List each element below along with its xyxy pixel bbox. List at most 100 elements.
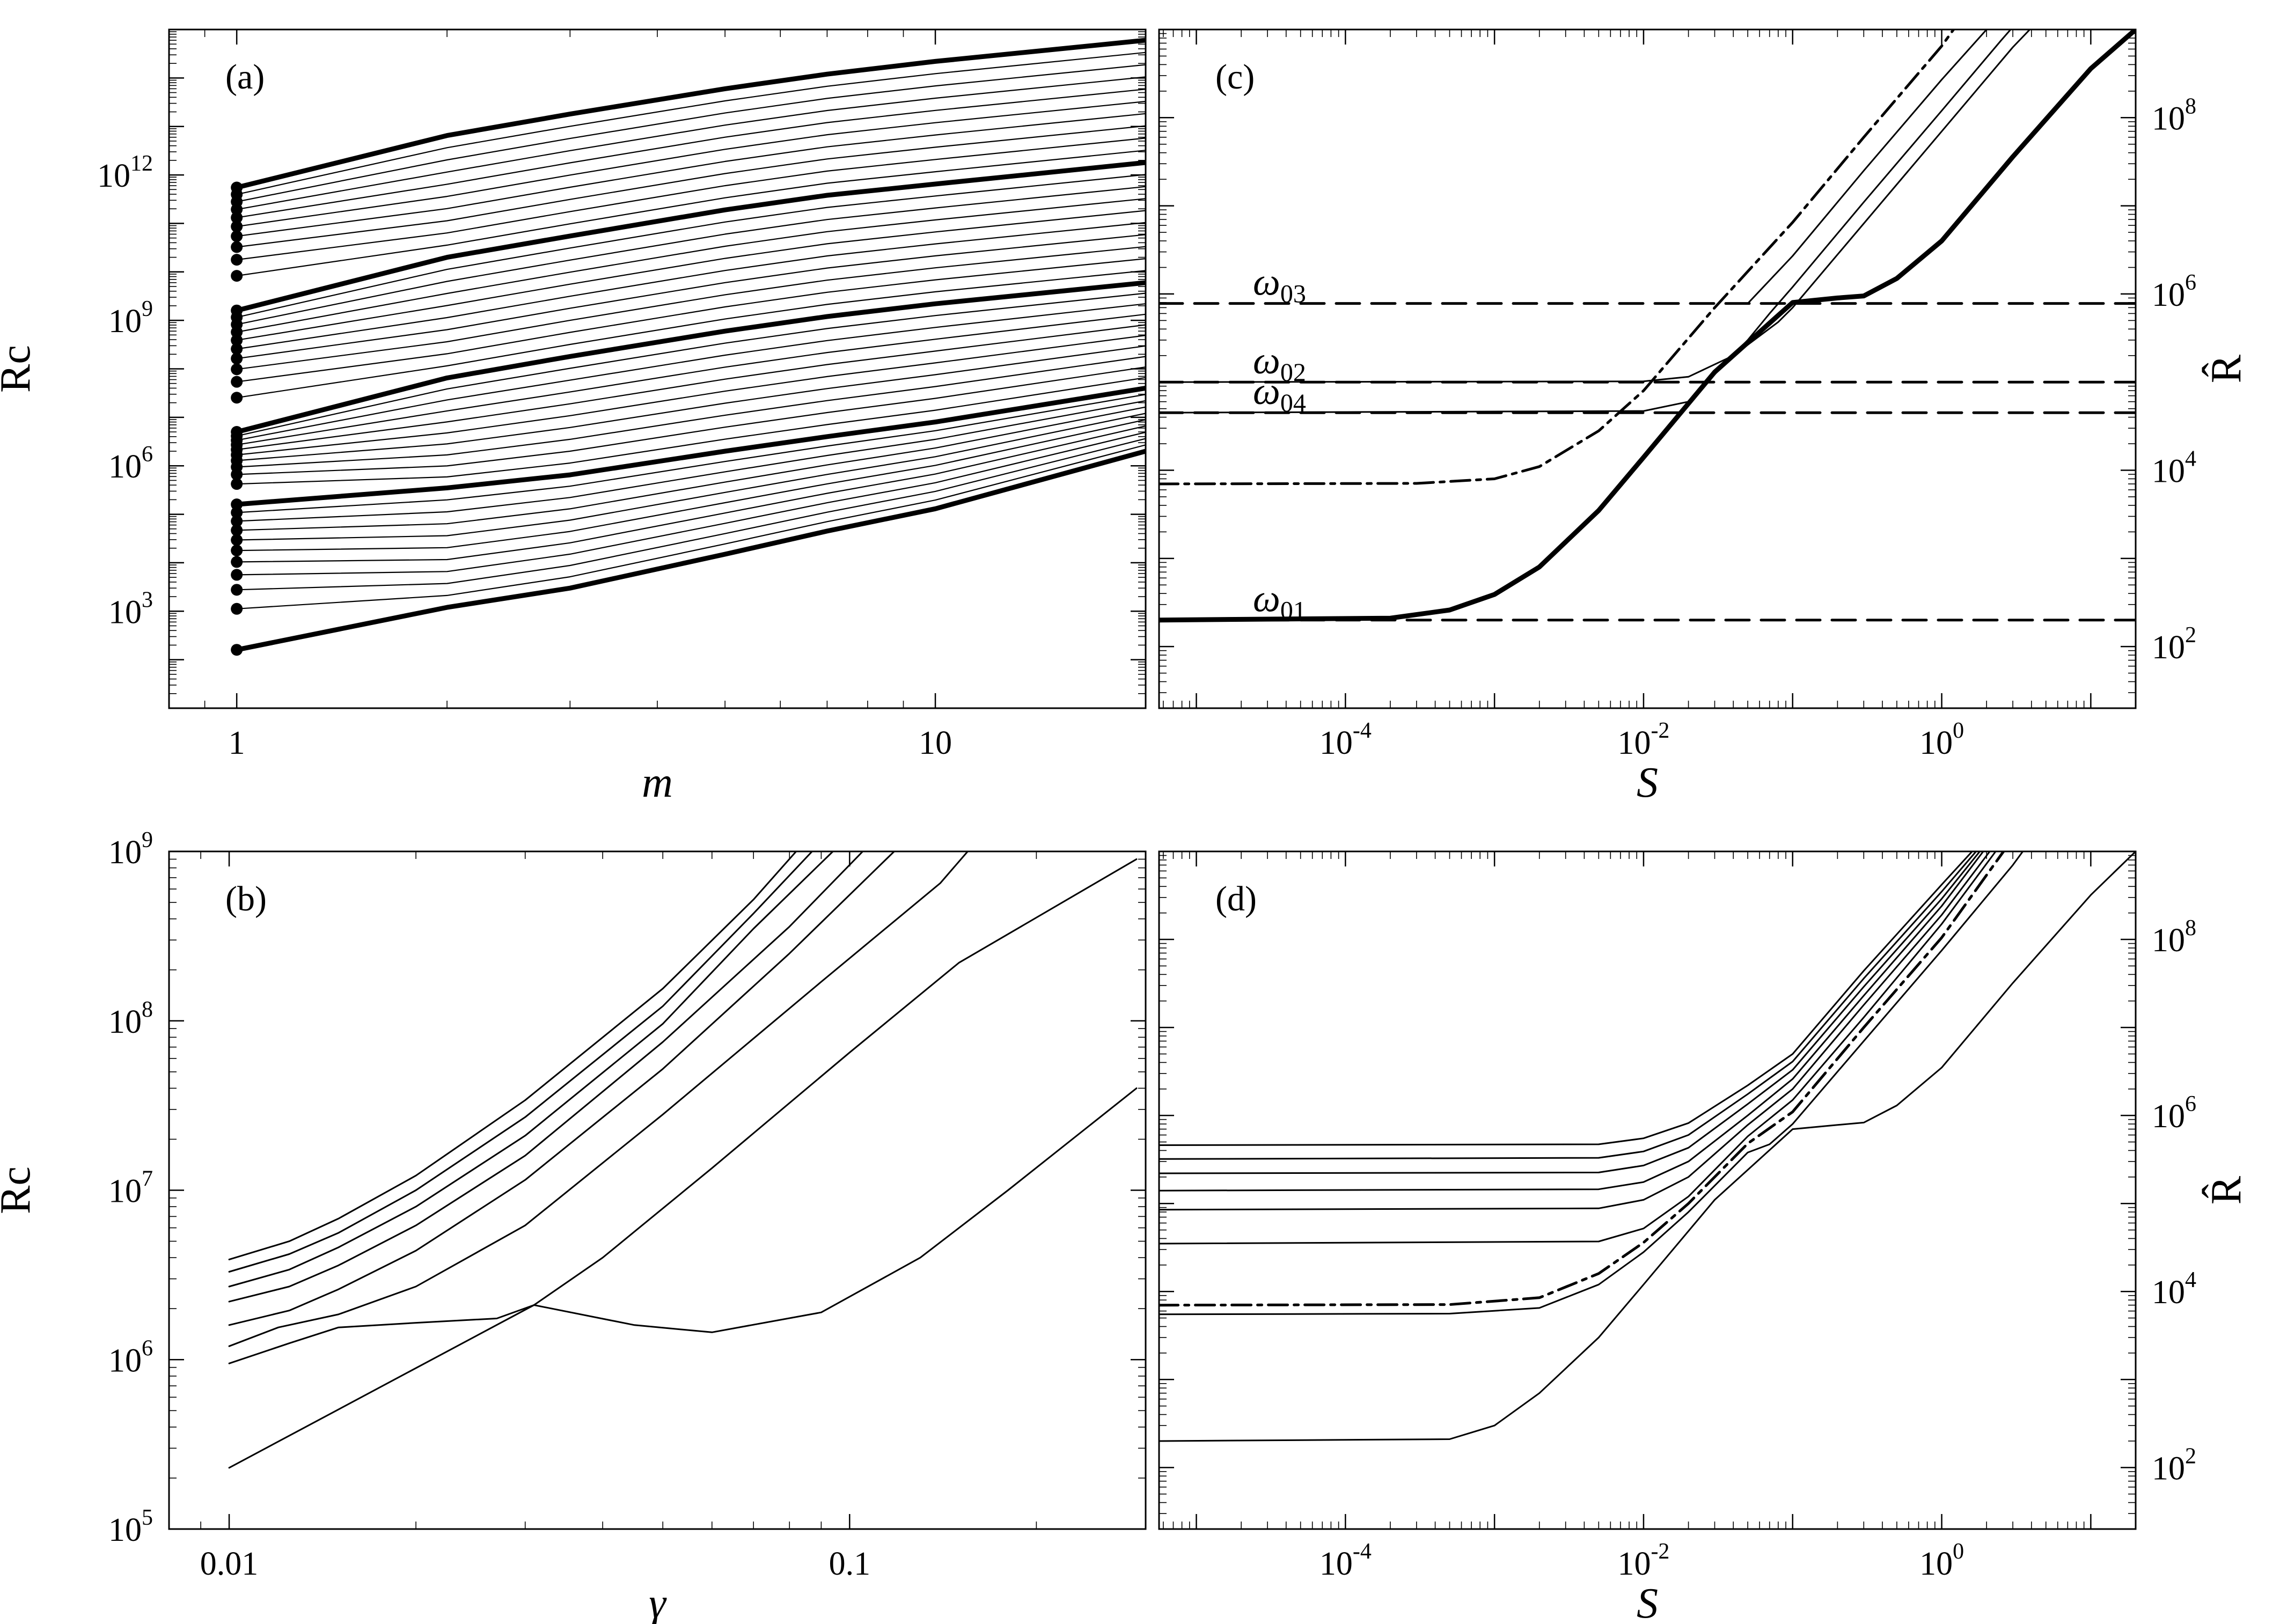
x-tick-label: 10-2 [1617, 1539, 1669, 1582]
data-point [231, 584, 243, 596]
plot-area [1159, 30, 2136, 623]
reference-label-ω04: ω04 [1253, 370, 1306, 417]
series-line-7 [1159, 851, 1981, 1174]
intermediate-line [236, 198, 1146, 333]
y-tick-label: 104 [2152, 1268, 2196, 1311]
x-tick-label: 0.01 [200, 1546, 259, 1582]
reference-label-ω01: ω01 [1253, 577, 1306, 625]
series-line-9 [228, 851, 797, 1261]
intermediate-line [236, 234, 1146, 359]
y-tick-label: 1012 [97, 151, 153, 194]
series-line-2 [1159, 851, 2024, 1316]
intermediate-line [236, 377, 1146, 485]
intermediate-line [236, 413, 1146, 541]
x-tick-label: 10 [919, 725, 952, 761]
intermediate-line [236, 76, 1146, 210]
data-point [231, 254, 243, 266]
x-tick-label: 1 [229, 725, 245, 761]
data-point [231, 270, 243, 282]
data-point [231, 221, 243, 233]
intermediate-line [236, 125, 1146, 248]
intermediate-line [236, 431, 1146, 576]
panel-d: 10-4 10-2 100 102 104 106 108 S R̂ (d) [1158, 850, 2250, 1624]
intermediate-line [236, 335, 1146, 455]
intermediate-line [236, 444, 1146, 609]
intermediate-line [236, 89, 1146, 218]
y-tick-label: 109 [108, 828, 153, 871]
series-line-2 [1159, 30, 2031, 383]
series-line-8 [228, 851, 813, 1273]
y-tick-label: 108 [2152, 916, 2196, 959]
series-line-4 [234, 160, 1146, 313]
intermediate-line [236, 137, 1146, 261]
y-tick-label: 104 [2152, 447, 2196, 490]
intermediate-line [236, 210, 1146, 341]
series-line-1 [1159, 30, 2136, 623]
intermediate-line [236, 324, 1146, 451]
data-point [231, 230, 243, 243]
y-tick-label: 106 [108, 1336, 153, 1379]
data-point [231, 478, 243, 490]
x-tick-label: 10-2 [1617, 718, 1669, 761]
series-line-6 [228, 851, 864, 1303]
x-tick-label: 0.1 [829, 1546, 871, 1582]
intermediate-line [236, 292, 1146, 437]
intermediate-line [236, 394, 1146, 513]
panel-label: (b) [225, 879, 267, 918]
series-line-2 [234, 386, 1146, 507]
series-line-3 [234, 280, 1146, 435]
series-line-8 [1159, 851, 1977, 1160]
y-axis-label: R̂ [2202, 354, 2250, 383]
intermediate-line [236, 52, 1146, 195]
series-line-4 [1159, 851, 1997, 1245]
data-point [231, 181, 243, 194]
plot-frame [1158, 28, 2137, 709]
y-tick-label: 106 [108, 442, 153, 485]
data-point [231, 334, 243, 347]
y-tick-label: 108 [2152, 94, 2196, 137]
plot-frame [168, 28, 1147, 709]
data-point [231, 343, 243, 355]
intermediate-line [236, 425, 1146, 563]
series-line-1 [234, 449, 1146, 652]
x-axis-label: S [1637, 1580, 1658, 1624]
panel-label: (c) [1215, 57, 1255, 97]
data-point [231, 304, 243, 317]
x-axis-label: m [642, 759, 673, 806]
data-point [231, 363, 243, 376]
series-line-6 [1159, 851, 1984, 1192]
ticks [168, 28, 1146, 709]
x-tick-label: 100 [1919, 718, 1964, 761]
data-point [231, 524, 243, 537]
y-tick-label: 108 [108, 997, 153, 1040]
intermediate-line [236, 419, 1146, 552]
y-tick-label: 107 [108, 1167, 153, 1210]
y-axis-label: R̂ [2202, 1175, 2250, 1204]
plot-area [228, 851, 1138, 1469]
plot-area [1159, 851, 2136, 1442]
x-tick-label: 10-4 [1319, 1539, 1372, 1582]
intermediate-line [236, 345, 1146, 461]
data-point [231, 556, 243, 568]
x-tick-label: 100 [1919, 1539, 1964, 1582]
series-line-1 [228, 1304, 535, 1469]
intermediate-line [236, 258, 1146, 383]
series-line-4 [228, 851, 969, 1347]
intermediate-line [236, 356, 1146, 468]
intermediate-line [236, 406, 1146, 531]
intermediate-line [236, 438, 1146, 591]
data-point [231, 376, 243, 388]
series-line-5 [1747, 30, 1988, 305]
series-line-7 [228, 851, 834, 1288]
intermediate-line [236, 64, 1146, 203]
series-line-4 [1159, 30, 1955, 486]
series-line-5 [1159, 851, 1991, 1211]
series-line-3 [1159, 30, 2012, 414]
data-point [231, 534, 243, 546]
plot-frame [168, 850, 1147, 1530]
data-point [231, 392, 243, 404]
intermediate-line [236, 186, 1146, 325]
x-tick-label: 10-4 [1319, 718, 1372, 761]
reference-label-ω03: ω03 [1253, 261, 1306, 308]
series-line-3 [1159, 851, 2005, 1307]
